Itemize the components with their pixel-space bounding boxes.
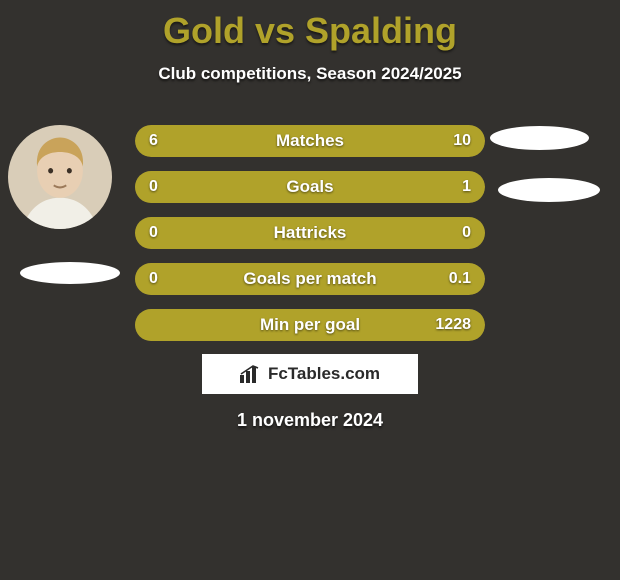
- logo-placeholder-top-right: [490, 126, 589, 150]
- stat-row: Goals 0 1: [135, 171, 485, 203]
- page-title: Gold vs Spalding: [0, 10, 620, 52]
- bar-label: Goals per match: [243, 269, 376, 289]
- logo-placeholder-mid-right: [498, 178, 600, 202]
- bar-label: Matches: [276, 131, 344, 151]
- bar-label: Hattricks: [274, 223, 347, 243]
- bar-value-right: 1: [462, 178, 471, 196]
- bars-icon: [240, 365, 262, 383]
- logo-placeholder-bottom-left: [20, 262, 120, 284]
- bar-value-right: 0.1: [449, 270, 471, 288]
- stat-bars: Matches610Goals01Hattricks00Goals per ma…: [135, 125, 485, 355]
- bar-value-left: 0: [149, 270, 158, 288]
- bar-label: Goals: [286, 177, 333, 197]
- bar-value-left: 6: [149, 132, 158, 150]
- bar-value-left: 0: [149, 178, 158, 196]
- stat-row: Min per goal 1228: [135, 309, 485, 341]
- bar-value-left: 0: [149, 224, 158, 242]
- bar-value-right: 1228: [435, 316, 471, 334]
- stat-row: Hattricks 0 0: [135, 217, 485, 249]
- bar-value-right: 10: [453, 132, 471, 150]
- stat-row: Goals per match 0 0.1: [135, 263, 485, 295]
- bar-label: Min per goal: [260, 315, 360, 335]
- brand-box: FcTables.com: [202, 354, 418, 394]
- avatar-illustration: [8, 125, 112, 229]
- stat-row: Matches 6 10: [135, 125, 485, 157]
- date-line: 1 november 2024: [0, 410, 620, 431]
- brand-text: FcTables.com: [268, 364, 380, 384]
- bar-value-right: 0: [462, 224, 471, 242]
- comparison-infographic: Gold vs Spalding Club competitions, Seas…: [0, 0, 620, 580]
- subtitle: Club competitions, Season 2024/2025: [0, 64, 620, 84]
- player-avatar-left: [8, 125, 112, 229]
